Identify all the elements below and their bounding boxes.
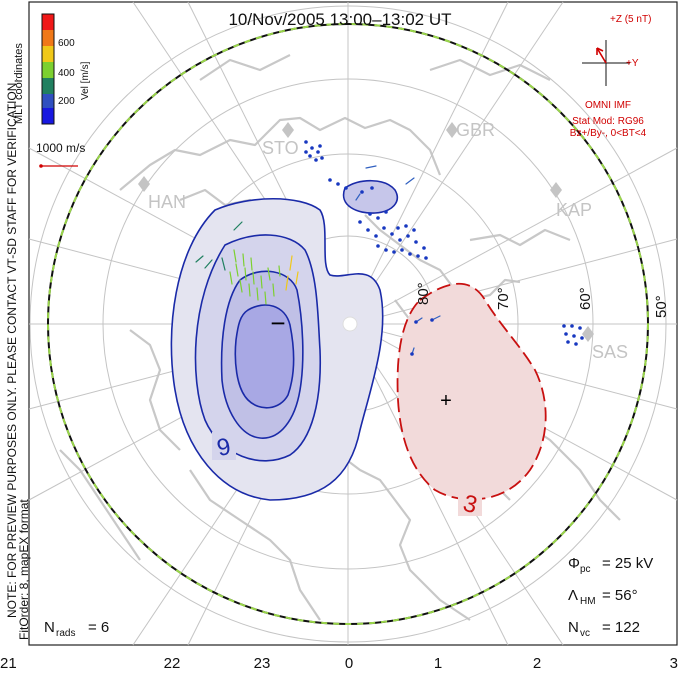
station-han: HAN — [148, 192, 186, 212]
mlt-tick-23: 23 — [254, 655, 271, 672]
lat-label-80: 80° — [415, 282, 432, 305]
imf-z-label: +Z (5 nT) — [610, 14, 651, 25]
station-sas: SAS — [592, 342, 628, 362]
negative-cell — [170, 198, 384, 501]
phi-val: = 25 kV — [602, 555, 653, 572]
imf-condition: Bz+/By-, 0<BT<4 — [570, 128, 647, 139]
negative-value: 9 — [215, 433, 234, 462]
positive-value-bg — [458, 490, 482, 516]
nrads-sym: N — [44, 619, 55, 636]
velocity-colorbar — [41, 13, 55, 125]
nvc-sym: N — [568, 619, 579, 636]
small-cell — [342, 179, 399, 214]
map-title: 10/Nov/2005 13:00–13:02 UT — [228, 10, 451, 29]
nvc-val: = 122 — [602, 619, 640, 636]
vel-tick-200: 200 — [58, 96, 75, 107]
ref-vector-label: 1000 m/s — [36, 141, 85, 155]
vector-origins — [304, 140, 584, 356]
hm-boundary-dash — [47, 23, 649, 625]
vel-tick-600: 600 — [58, 38, 75, 49]
pole-marker — [342, 316, 358, 332]
phi-sub: pc — [580, 564, 591, 575]
lat-label-70: 70° — [495, 287, 512, 310]
positive-cell — [396, 282, 547, 501]
coord-label: MLT coordinates — [13, 43, 25, 124]
fit-order-note: FitOrder: 8, mapEX format — [17, 499, 31, 640]
mlt-tick-22: 22 — [164, 655, 181, 672]
imf-model: Stat Mod: RG96 — [572, 116, 644, 127]
mlt-tick-0: 0 — [345, 655, 353, 672]
mlt-tick-21: 21 — [0, 655, 17, 672]
ref-vector-origin — [39, 164, 43, 168]
lam-val: = 56° — [602, 587, 638, 604]
vel-label: Vel [m/s] — [80, 61, 91, 100]
phi-sym: Φ — [568, 555, 580, 572]
nrads-sub: rads — [56, 628, 75, 639]
vel-tick-400: 400 — [58, 68, 75, 79]
lat-label-50: 50° — [653, 295, 670, 318]
station-kap: KAP — [556, 200, 592, 220]
lam-sub: HM — [580, 596, 596, 607]
velocity-vectors — [195, 165, 441, 355]
imf-source: OMNI IMF — [585, 100, 631, 111]
imf-y-label: +Y — [626, 58, 639, 69]
station-markers — [138, 122, 594, 342]
imf-vector — [596, 47, 607, 64]
mlt-tick-3: 3 — [670, 655, 678, 672]
lam-sym: Λ — [568, 587, 578, 604]
negative-value-bg — [212, 432, 236, 460]
lat-label-60: 60° — [577, 287, 594, 310]
preview-note: NOTE: FOR PREVIEW PURPOSES ONLY. PLEASE … — [5, 79, 19, 618]
station-sto: STO — [262, 138, 299, 158]
station-gbr: GBR — [456, 120, 495, 140]
negative-label: − — [270, 308, 285, 338]
nrads-val: = 6 — [88, 619, 109, 636]
positive-label: + — [440, 390, 452, 412]
mlt-tick-2: 2 — [533, 655, 541, 672]
mlt-tick-1: 1 — [434, 655, 442, 672]
nvc-sub: vc — [580, 628, 590, 639]
